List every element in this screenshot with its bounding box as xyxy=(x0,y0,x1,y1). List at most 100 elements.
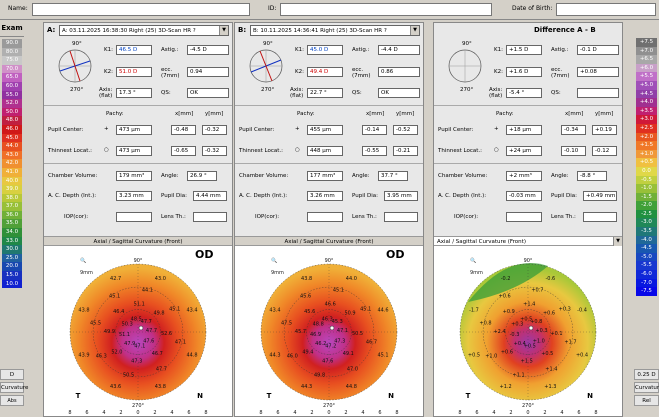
map-value-label: -1.7 xyxy=(469,308,479,314)
k2-value-a: 51.0 D xyxy=(116,67,152,77)
map-value-label: +0.9 xyxy=(503,309,515,315)
dob-label: Date of Birth: xyxy=(512,5,553,12)
map-value-label: 47.6 xyxy=(322,359,333,365)
map-value-label: 47.9 xyxy=(124,341,135,347)
chevron-down-icon[interactable]: ▼ xyxy=(219,26,228,35)
map-value-label: +0.8 xyxy=(479,321,491,327)
map-side-label: T xyxy=(466,392,471,400)
map-tick-label: 6 xyxy=(577,410,580,416)
map-tick-label: 4 xyxy=(560,410,563,416)
scale-step[interactable]: 0.25 D xyxy=(634,369,659,380)
lens-d[interactable] xyxy=(583,212,617,222)
map-title-b: Axial / Sagittal Curvature (Front) xyxy=(235,236,423,246)
scale-cell: +5.5 xyxy=(636,72,657,81)
k2-value-b: 49.4 D xyxy=(307,67,343,77)
lens-a[interactable] xyxy=(193,212,227,222)
iop-b[interactable] xyxy=(307,212,343,222)
astig-label: Astig.: xyxy=(551,47,569,53)
map-value-label: 50.9 xyxy=(344,311,355,317)
pupil-center-marker xyxy=(138,325,144,331)
chamber-volume-label: Chamber Volume: xyxy=(48,173,98,179)
zoom-icon[interactable]: 🔍 xyxy=(80,258,87,264)
iop-label: IOP(cor): xyxy=(454,214,479,220)
cv-b: 177 mm³ xyxy=(307,171,343,181)
iop-d[interactable] xyxy=(506,212,542,222)
chevron-down-icon[interactable]: ▼ xyxy=(410,26,419,35)
astig-value-a: -4.5 D xyxy=(187,45,229,55)
angle-d: -8.8 ° xyxy=(577,171,607,181)
map-select-diff[interactable]: Axial / Sagittal Curvature (Front) ▼ xyxy=(434,236,622,246)
scale-cell: -7.5 xyxy=(636,287,657,296)
pc-y-d: +0.19 xyxy=(592,125,617,135)
scale-type-right[interactable]: Curvature xyxy=(634,382,659,393)
map-value-label: -0.3 xyxy=(510,332,520,338)
circle-icon: ○ xyxy=(104,147,109,153)
map-value-label: -0.4 xyxy=(577,308,587,314)
map-disc xyxy=(460,264,596,400)
angle-label: Angle: xyxy=(161,173,179,179)
id-field[interactable] xyxy=(280,3,492,16)
scale-cell: +7.5 xyxy=(636,38,657,47)
scale-cell: +5.0 xyxy=(636,80,657,90)
map-side-label: T xyxy=(76,392,81,400)
iop-a[interactable] xyxy=(116,212,152,222)
scale-cell: 45.0 xyxy=(2,133,22,143)
scale-abs[interactable]: Abs xyxy=(0,395,24,406)
zoom-icon[interactable]: 🔍 xyxy=(470,258,477,264)
map-value-label: 47.3 xyxy=(131,359,142,365)
scale-cell: +1.0 xyxy=(636,149,657,159)
map-value-label: 48.8 xyxy=(313,322,324,328)
map-tick-label: 2 xyxy=(344,410,347,416)
exam-a-text: A: 03.11.2025 16:38:30 Right (25) 3D-Sca… xyxy=(62,28,196,34)
map-side-label: T xyxy=(267,392,272,400)
name-field[interactable] xyxy=(32,3,250,16)
map-value-label: +1.2 xyxy=(500,384,512,390)
chevron-down-icon[interactable]: ▼ xyxy=(613,237,622,246)
map-value-label: 44.1 xyxy=(142,288,153,294)
scale-cell: 38.0 xyxy=(2,193,22,203)
circle-icon: ○ xyxy=(295,147,300,153)
map-value-label: 43.4 xyxy=(186,308,197,314)
scale-cell: -4.0 xyxy=(636,235,657,245)
lens-label: Lens Th.: xyxy=(551,214,576,220)
ecc-label: ecc. (7mm) xyxy=(352,67,371,79)
scale-cell: -2.5 xyxy=(636,209,657,219)
map-value-label: 45.5 xyxy=(90,321,101,327)
qs-label: QS: xyxy=(551,90,561,96)
exam-select-a[interactable]: A: 03.11.2025 16:38:30 Right (25) 3D-Sca… xyxy=(59,25,229,36)
scale-cell: 50.0 xyxy=(2,107,22,117)
map-value-label: +0.6 xyxy=(501,349,513,355)
lens-b[interactable] xyxy=(384,212,418,222)
astig-value-d: -0.1 D xyxy=(577,45,619,55)
scale-type[interactable]: Curvature xyxy=(0,382,28,393)
map-degree-label: 90° xyxy=(325,258,334,264)
tl-pachy-b: 448 µm xyxy=(307,146,343,156)
pc-x-a: -0.48 xyxy=(171,125,196,135)
deg-bot-a: 270° xyxy=(70,87,84,93)
scale-rel[interactable]: Rel xyxy=(634,395,659,406)
pc-x-b: -0.14 xyxy=(362,125,387,135)
map-value-label: 45.6 xyxy=(304,309,315,315)
thinnest-label: Thinnest Locat.: xyxy=(239,148,283,154)
map-value-label: +2.4 xyxy=(493,329,505,335)
scale-mm-b: 9mm xyxy=(271,270,284,276)
map-value-label: +1.4 xyxy=(523,301,535,307)
pc-y-a: -0.32 xyxy=(202,125,227,135)
map-value-label: 49.9 xyxy=(104,329,115,335)
eye-label-a: OD xyxy=(195,248,214,261)
exam-select-b[interactable]: B: 10.11.2025 14:36:41 Right (25) 3D-Sca… xyxy=(250,25,420,36)
topography-map-a: 43.4 43.0 42.7 43.8 43.9 43.6 43.8 44.8 45.1 44.1… xyxy=(68,258,207,416)
dob-field[interactable] xyxy=(556,3,656,16)
map-ring xyxy=(92,286,184,378)
zoom-icon[interactable]: 🔍 xyxy=(271,258,278,264)
scale-cell: 39.0 xyxy=(2,185,22,194)
pd-d: +0.49 mm xyxy=(583,191,617,201)
map-tick-label: 6 xyxy=(187,410,190,416)
tl-pachy-d: +24 µm xyxy=(506,146,542,156)
map-value-label: 44.0 xyxy=(346,276,357,282)
thinnest-label: Thinnest Locat.: xyxy=(438,148,482,154)
scale-cell: -2.0 xyxy=(636,201,657,210)
map-value-label: 45.1 xyxy=(333,288,344,294)
pd-a: 4.44 mm xyxy=(193,191,227,201)
scale-mode[interactable]: D xyxy=(0,369,24,380)
